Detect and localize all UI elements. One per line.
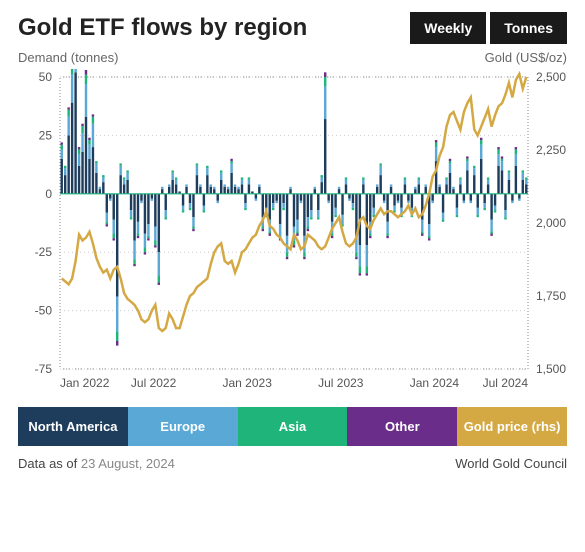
svg-text:-50: -50	[35, 304, 53, 318]
legend-item[interactable]: Europe	[128, 407, 238, 446]
chart-svg: -75 -50 -25 0 25 50 1,500 1,750 2,000 2,250 2,500 J…	[18, 69, 567, 399]
svg-text:0: 0	[45, 187, 52, 201]
svg-text:Jul 2022: Jul 2022	[131, 376, 177, 390]
toggle-group: Weekly Tonnes	[410, 12, 567, 44]
svg-text:-75: -75	[35, 362, 53, 376]
footer-prefix: Data as of	[18, 456, 81, 471]
period-toggle[interactable]: Weekly	[410, 12, 486, 44]
svg-text:Jan 2022: Jan 2022	[60, 376, 110, 390]
chart-title: Gold ETF flows by region	[18, 14, 307, 42]
data-as-of: Data as of 23 August, 2024	[18, 456, 175, 471]
svg-text:1,750: 1,750	[536, 289, 566, 303]
svg-text:2,250: 2,250	[536, 143, 566, 157]
footer-source: World Gold Council	[455, 456, 567, 471]
legend-item[interactable]: Other	[347, 407, 457, 446]
svg-text:25: 25	[39, 128, 53, 142]
legend-item[interactable]: North America	[18, 407, 128, 446]
chart-area: -75 -50 -25 0 25 50 1,500 1,750 2,000 2,250 2,500 J…	[18, 69, 567, 399]
footer-date: 23 August, 2024	[81, 456, 175, 471]
unit-toggle[interactable]: Tonnes	[490, 12, 567, 44]
svg-text:Jul 2024: Jul 2024	[483, 376, 529, 390]
svg-text:1,500: 1,500	[536, 362, 566, 376]
y-left-label: Demand (tonnes)	[18, 50, 118, 65]
chart-header: Gold ETF flows by region Weekly Tonnes	[18, 12, 567, 44]
svg-text:50: 50	[39, 70, 53, 84]
axis-labels: Demand (tonnes) Gold (US$/oz)	[18, 50, 567, 65]
svg-text:-25: -25	[35, 245, 53, 259]
svg-text:Jan 2023: Jan 2023	[223, 376, 273, 390]
svg-text:Jan 2024: Jan 2024	[410, 376, 460, 390]
svg-text:2,500: 2,500	[536, 70, 566, 84]
legend-item[interactable]: Gold price (rhs)	[457, 407, 567, 446]
legend: North AmericaEuropeAsiaOtherGold price (…	[18, 407, 567, 446]
y-right-label: Gold (US$/oz)	[485, 50, 567, 65]
svg-text:2,000: 2,000	[536, 216, 566, 230]
svg-text:Jul 2023: Jul 2023	[318, 376, 364, 390]
footer: Data as of 23 August, 2024 World Gold Co…	[18, 456, 567, 471]
legend-item[interactable]: Asia	[238, 407, 348, 446]
